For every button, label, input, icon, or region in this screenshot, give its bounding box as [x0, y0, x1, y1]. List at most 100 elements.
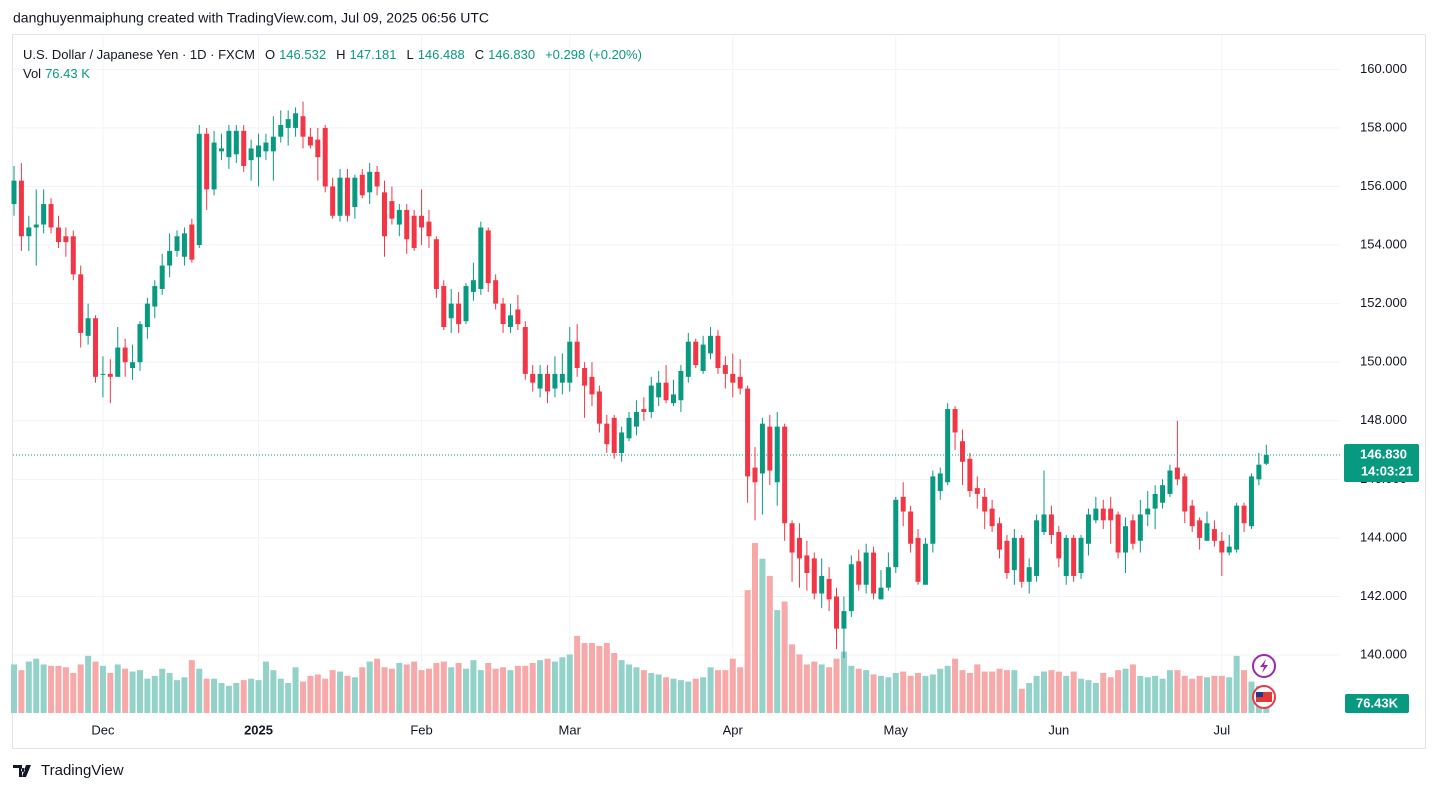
volume-bar: [603, 643, 610, 713]
candle-body: [834, 596, 840, 629]
volume-bar: [1241, 670, 1248, 713]
volume-bar: [1085, 680, 1092, 713]
volume-bar: [685, 681, 692, 713]
candle-body: [700, 344, 706, 371]
volume-bar: [159, 668, 166, 713]
candle-body: [226, 130, 232, 158]
volume-bar: [1122, 668, 1129, 713]
candle-body: [989, 508, 995, 527]
volume-bar: [1159, 678, 1166, 713]
volume-bar: [1033, 675, 1040, 713]
volume-tag: [1345, 694, 1409, 713]
volume-bar: [729, 658, 736, 713]
candle-body: [626, 417, 632, 439]
candle-body: [159, 265, 165, 289]
candle-body: [559, 373, 565, 383]
candle-body: [582, 368, 588, 386]
volume-bar: [1070, 671, 1077, 713]
candle-body: [1108, 508, 1114, 521]
candle-body: [1167, 470, 1173, 494]
candle-body: [1197, 520, 1203, 538]
volume-bar: [929, 674, 936, 713]
volume-bar: [329, 670, 336, 713]
x-tick-label: Jul: [1214, 722, 1231, 737]
volume-bar: [1063, 675, 1070, 713]
candle-body: [648, 385, 654, 412]
legend-value: 147.181: [349, 47, 397, 62]
candle-body: [330, 186, 336, 216]
volume-bar: [722, 670, 729, 713]
candle-body: [100, 373, 106, 375]
candle-body: [589, 376, 595, 395]
volume-bar: [789, 644, 796, 713]
candle-body: [789, 523, 795, 553]
volume-bar: [537, 660, 544, 713]
y-tick-label: 154.000: [1360, 236, 1407, 251]
candle-body: [85, 318, 91, 336]
candle-body: [419, 215, 425, 228]
candle-body: [33, 224, 39, 228]
candle-body: [796, 537, 802, 559]
volume-bar: [55, 665, 62, 713]
candle-body: [470, 280, 476, 292]
candle-body: [55, 227, 61, 243]
volume-bar: [440, 661, 447, 713]
volume-bar: [870, 674, 877, 713]
candle-body: [856, 561, 862, 585]
volume-pane: [11, 543, 1270, 713]
candle-body: [974, 488, 980, 494]
candle-body: [41, 204, 47, 225]
volume-bar: [848, 665, 855, 713]
volume-bar: [299, 681, 306, 713]
candle-body: [685, 341, 691, 377]
volume-bar: [285, 683, 292, 713]
volume-bar: [270, 670, 277, 713]
candle-body: [1189, 505, 1195, 527]
volume-bar: [292, 667, 299, 713]
candle-body: [300, 116, 306, 137]
x-tick-label: Mar: [559, 722, 582, 737]
volume-bar: [85, 655, 92, 713]
candle-body: [11, 180, 17, 205]
y-tick-label: 144.000: [1360, 529, 1407, 544]
volume-bar: [677, 680, 684, 713]
candle-body: [641, 409, 647, 412]
candle-body: [1137, 514, 1143, 541]
candle-body: [670, 394, 676, 404]
y-tick-label: 148.000: [1360, 412, 1407, 427]
volume-bar: [351, 677, 358, 713]
x-tick-label: 2025: [244, 722, 273, 737]
volume-bar: [1137, 675, 1144, 713]
volume-bar: [1174, 670, 1181, 713]
volume-bar: [1078, 678, 1085, 713]
candle-body: [233, 130, 239, 155]
legend-key: L: [406, 47, 414, 62]
candle-body: [433, 239, 439, 289]
candle-body: [752, 467, 758, 483]
volume-bar: [707, 667, 714, 713]
volume-bar: [937, 668, 944, 713]
volume-bar: [255, 680, 262, 713]
candle-body: [574, 341, 580, 369]
volume-bar: [626, 664, 633, 713]
countdown-label: 14:03:21: [1361, 463, 1413, 478]
volume-bar: [640, 670, 647, 713]
volume-bar: [877, 675, 884, 713]
volume-bar: [892, 673, 899, 713]
volume-bar: [611, 653, 618, 713]
candle-body: [1115, 514, 1121, 553]
volume-bar: [218, 683, 225, 713]
volume-bar: [752, 543, 758, 713]
candle-body: [1263, 455, 1269, 464]
volume-bar: [655, 674, 662, 713]
candle-body: [137, 324, 143, 363]
candle-body: [604, 423, 610, 445]
candle-body: [493, 280, 499, 304]
y-tick-label: 140.000: [1360, 646, 1407, 661]
candle-body: [426, 221, 432, 237]
footer-brand: TradingView: [41, 762, 124, 779]
candle-body: [48, 204, 54, 228]
last-price-tag: [1344, 444, 1419, 483]
candle-body: [871, 552, 877, 594]
candle-body: [181, 233, 187, 257]
